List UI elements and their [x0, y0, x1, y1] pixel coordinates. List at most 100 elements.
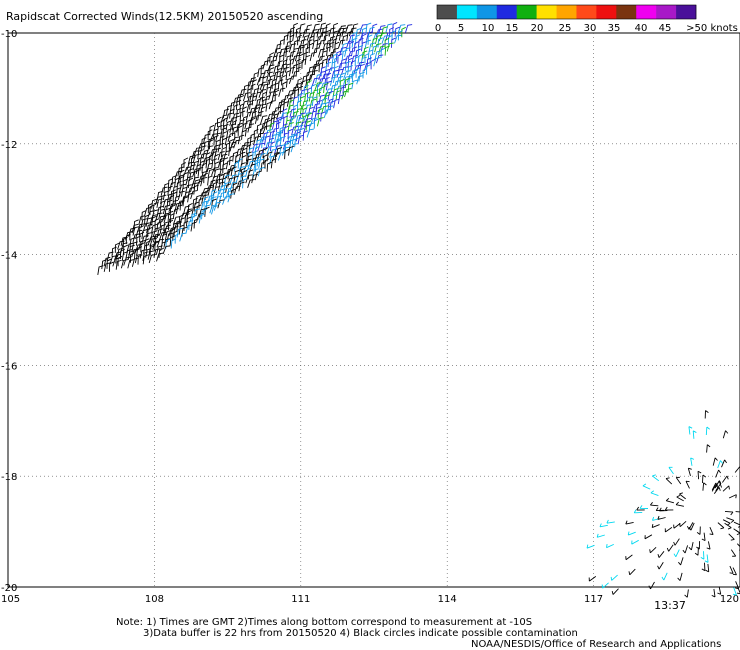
wind-barb — [285, 47, 291, 58]
wind-barb — [213, 121, 221, 132]
wind-barb — [709, 527, 714, 535]
wind-barb — [144, 207, 152, 217]
wind-barb — [171, 175, 178, 186]
wind-barb — [316, 117, 324, 127]
wind-barb — [339, 47, 347, 57]
wind-barb — [239, 110, 246, 121]
wind-barb — [717, 460, 723, 469]
wind-barb — [134, 253, 142, 264]
wind-barb — [278, 48, 286, 58]
wind-barb — [726, 517, 735, 523]
wind-barb — [337, 94, 345, 105]
y-tick-label-4: -18 — [1, 472, 17, 483]
wind-barb — [313, 112, 321, 122]
wind-barb — [217, 181, 225, 191]
wind-barb — [733, 521, 740, 528]
wind-barb — [216, 188, 224, 199]
wind-barb — [339, 72, 345, 83]
wind-barb — [226, 105, 233, 115]
wind-barb — [145, 240, 151, 251]
wind-barb — [135, 229, 143, 240]
wind-barb — [151, 223, 158, 234]
wind-barb — [355, 34, 361, 45]
wind-barb — [586, 544, 595, 549]
wind-barb — [219, 191, 226, 202]
wind-barb — [394, 34, 402, 44]
wind-barb — [321, 58, 328, 69]
legend-swatch-8 — [596, 5, 617, 19]
wind-barb — [164, 224, 172, 235]
wind-barb — [225, 142, 231, 153]
wind-barb — [321, 26, 328, 37]
wind-barb — [176, 180, 182, 192]
wind-barb — [265, 129, 273, 139]
wind-barb — [347, 57, 353, 68]
wind-barb — [187, 202, 193, 214]
wind-barb — [227, 169, 234, 180]
wind-barb — [336, 76, 344, 86]
wind-barb — [283, 50, 289, 61]
wind-barb — [297, 99, 302, 111]
wind-barb — [179, 200, 185, 211]
wind-barb — [336, 68, 344, 78]
wind-barb — [330, 84, 337, 94]
wind-barb — [281, 67, 289, 77]
wind-barb — [187, 192, 194, 203]
wind-barb — [170, 238, 177, 249]
wind-barb — [247, 169, 254, 180]
wind-barb — [312, 103, 320, 113]
wind-barb — [187, 155, 195, 165]
wind-barb — [289, 108, 297, 118]
wind-barb — [734, 465, 740, 473]
wind-barb — [360, 56, 367, 67]
wind-barb — [355, 67, 361, 78]
wind-barb — [147, 250, 155, 260]
wind-barb — [174, 177, 180, 188]
wind-barb — [158, 215, 166, 225]
legend-label-0: 0 — [435, 23, 441, 34]
wind-barb — [256, 132, 264, 142]
wind-barb — [308, 91, 315, 102]
wind-barb — [312, 47, 320, 57]
wind-barb — [329, 41, 335, 52]
wind-barb — [335, 89, 342, 100]
wind-barb — [357, 44, 364, 56]
wind-barb — [664, 527, 673, 533]
wind-barb — [311, 63, 319, 73]
wind-barb — [310, 84, 316, 95]
wind-barb — [138, 225, 145, 236]
wind-barb — [355, 27, 362, 38]
wind-barb — [201, 187, 210, 197]
wind-barb — [168, 203, 176, 213]
wind-barb — [249, 92, 256, 103]
wind-barb — [156, 205, 164, 216]
wind-barb — [207, 129, 213, 140]
wind-barb — [249, 133, 256, 144]
wind-barb — [284, 63, 292, 73]
wind-barb — [253, 153, 262, 163]
wind-barb — [359, 24, 368, 33]
wind-barb — [311, 96, 318, 107]
wind-barb — [297, 93, 304, 103]
wind-barb — [228, 139, 234, 150]
wind-barb — [209, 196, 217, 206]
wind-barb — [166, 199, 173, 210]
wind-barb — [167, 185, 173, 196]
wind-barb — [190, 156, 196, 167]
wind-barb — [227, 186, 233, 198]
wind-barb — [236, 148, 243, 158]
wind-barb — [305, 46, 311, 57]
wind-barb — [292, 31, 299, 42]
wind-barb — [657, 562, 664, 570]
wind-barb — [203, 196, 209, 207]
wind-barb — [274, 131, 282, 141]
wind-barb — [375, 54, 384, 64]
wind-barb — [173, 225, 179, 236]
wind-barb — [203, 133, 210, 144]
wind-barb — [131, 223, 139, 234]
wind-barb — [269, 130, 276, 141]
wind-barb — [155, 245, 163, 255]
wind-barb — [389, 27, 394, 38]
wind-barb — [241, 147, 247, 159]
wind-barb — [295, 27, 301, 38]
